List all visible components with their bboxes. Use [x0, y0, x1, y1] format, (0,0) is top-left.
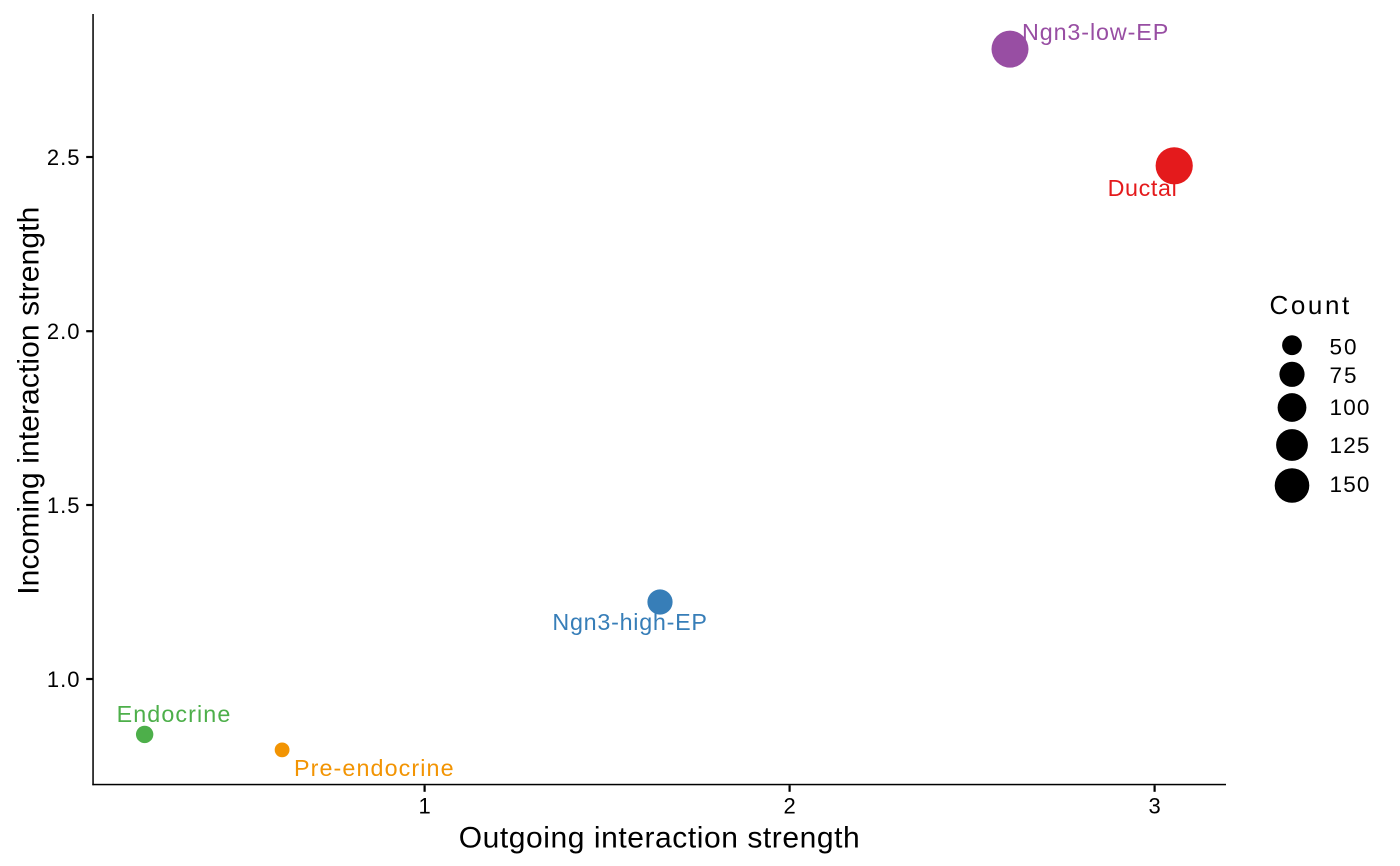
svg-text:50: 50	[1330, 334, 1359, 359]
svg-text:Endocrine: Endocrine	[117, 701, 232, 727]
svg-text:2.0: 2.0	[47, 319, 81, 344]
svg-text:Count: Count	[1270, 290, 1352, 320]
svg-text:125: 125	[1330, 433, 1371, 458]
svg-text:Incoming interaction strength: Incoming interaction strength	[13, 207, 46, 595]
svg-text:2.5: 2.5	[47, 145, 81, 170]
svg-text:Pre-endocrine: Pre-endocrine	[294, 755, 455, 781]
svg-text:150: 150	[1330, 472, 1371, 497]
svg-text:75: 75	[1330, 363, 1359, 388]
svg-text:1.0: 1.0	[47, 667, 81, 692]
svg-text:Ngn3-high-EP: Ngn3-high-EP	[552, 609, 707, 635]
svg-text:Ngn3-low-EP: Ngn3-low-EP	[1022, 19, 1169, 45]
svg-text:1: 1	[418, 794, 430, 819]
svg-text:100: 100	[1330, 395, 1371, 420]
svg-text:2: 2	[783, 794, 795, 819]
svg-text:Outgoing interaction strength: Outgoing interaction strength	[459, 822, 860, 855]
svg-text:1.5: 1.5	[47, 493, 81, 518]
svg-text:Ductal: Ductal	[1108, 175, 1178, 201]
svg-text:3: 3	[1148, 794, 1160, 819]
